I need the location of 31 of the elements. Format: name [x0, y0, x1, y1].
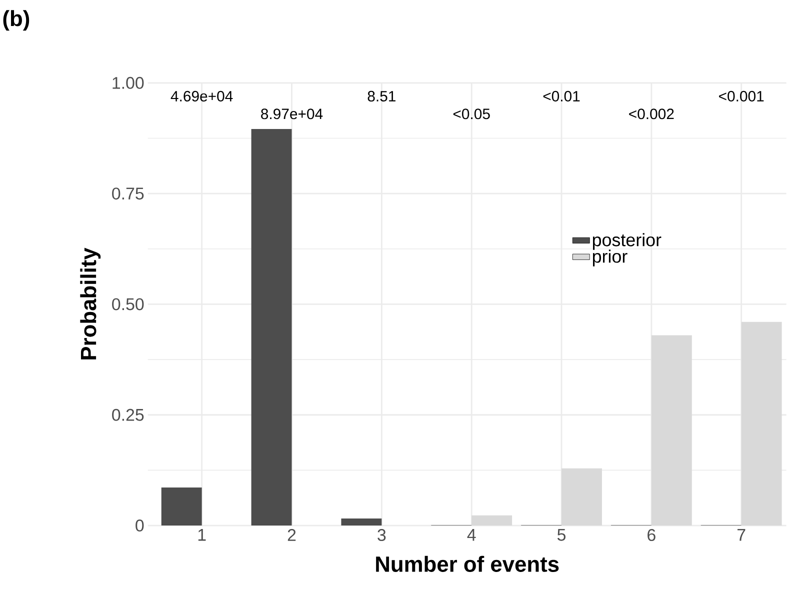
x-tick-label: 4 — [467, 528, 476, 540]
x-tick-label: 5 — [557, 528, 566, 541]
annotation: 4.69e+04 — [170, 90, 233, 102]
bar — [651, 334, 692, 526]
annotation: <0.001 — [719, 90, 764, 102]
annotation: <0.002 — [629, 108, 674, 119]
annotation: 8.51 — [368, 90, 396, 102]
annotation: <0.05 — [453, 108, 490, 119]
legend-label: prior — [592, 249, 628, 266]
bar — [562, 468, 602, 526]
annotation: <0.01 — [543, 90, 580, 102]
bar — [161, 487, 202, 526]
y-axis-title: Probability — [80, 248, 101, 360]
legend-label: posterior — [592, 232, 662, 250]
x-tick-label: 2 — [288, 528, 296, 541]
x-axis-title: Number of events — [376, 556, 559, 572]
y-tick-label: 0.75 — [112, 187, 144, 200]
annotation: 8.97e+04 — [261, 108, 323, 119]
bar — [251, 128, 292, 526]
bar — [472, 515, 512, 526]
y-tick-label: 1.00 — [112, 76, 144, 89]
x-tick-label: 7 — [738, 528, 746, 540]
x-tick-label: 6 — [648, 528, 656, 541]
bar — [741, 322, 782, 526]
x-tick-label: 1 — [198, 528, 206, 540]
chart-title: (b) — [3, 10, 30, 30]
bar — [341, 518, 382, 526]
y-tick-label: 0.50 — [112, 298, 144, 310]
y-tick-label: 0 — [136, 519, 144, 532]
y-tick-label: 0.25 — [112, 408, 144, 421]
x-tick-label: 3 — [378, 528, 386, 541]
